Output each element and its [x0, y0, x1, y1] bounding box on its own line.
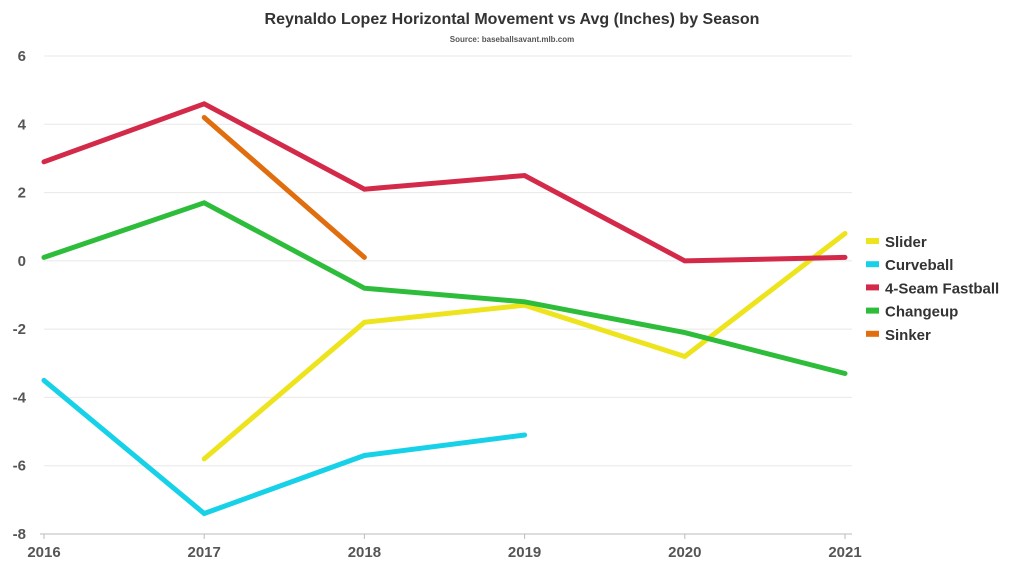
x-tick-label: 2021: [828, 544, 861, 561]
y-tick-label: -2: [13, 321, 26, 338]
chart-title: Reynaldo Lopez Horizontal Movement vs Av…: [265, 11, 760, 28]
y-tick-label: 6: [18, 48, 26, 65]
series-line-sinker: [201, 115, 367, 260]
legend-swatch-curveball: [866, 261, 879, 268]
series-line-curveball: [41, 377, 528, 517]
legend-swatch-changeup: [866, 307, 879, 314]
series-layer: [41, 101, 848, 517]
x-tick-label: 2016: [27, 544, 60, 561]
legend-label-4-seam-fastball: 4-Seam Fastball: [885, 280, 999, 297]
legend: Slider Curveball 4-Seam Fastball Changeup Si…: [866, 234, 999, 344]
legend-swatch-4-seam-fastball: [866, 284, 879, 291]
y-tick-label: 0: [18, 253, 26, 270]
x-tick-label: 2019: [508, 544, 541, 561]
x-tick-label: 2017: [188, 544, 221, 561]
x-tick-label: 2020: [668, 544, 701, 561]
grid-layer: [44, 55, 852, 535]
legend-swatch-slider: [866, 238, 879, 244]
y-tick-label: 2: [18, 185, 26, 202]
series-line-4-seam-fastball: [41, 101, 848, 264]
legend-label-sinker: Sinker: [885, 327, 931, 344]
legend-label-slider: Slider: [885, 234, 927, 251]
y-tick-label: -4: [13, 389, 27, 406]
x-tick-label: 2018: [348, 544, 381, 561]
y-tick-label: -6: [13, 458, 26, 475]
series-line-changeup: [41, 200, 848, 376]
chart-subtitle: Source: baseballsavant.mlb.com: [450, 35, 575, 44]
y-tick-label: 4: [18, 116, 27, 133]
series-line-slider: [201, 231, 848, 462]
legend-label-curveball: Curveball: [885, 257, 953, 274]
legend-label-changeup: Changeup: [885, 304, 958, 321]
y-tick-label: -8: [13, 526, 26, 543]
legend-swatch-sinker: [866, 330, 879, 337]
